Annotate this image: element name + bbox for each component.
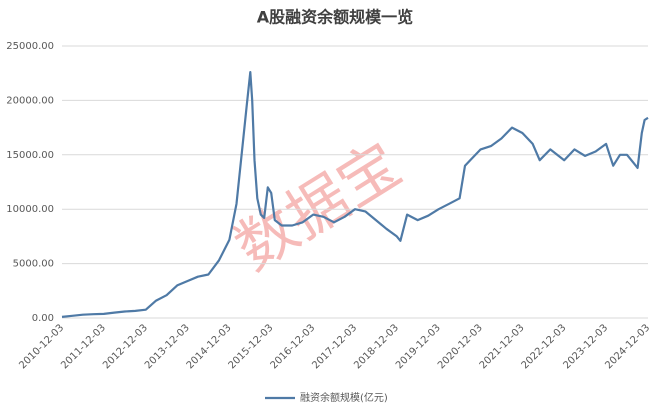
y-tick-label: 0.00 [32, 313, 54, 324]
x-tick-label: 2024-12-03 [603, 322, 652, 371]
legend-label: 融资余额规模(亿元) [300, 391, 388, 404]
y-tick-label: 5000.00 [13, 259, 54, 270]
chart-title: A股融资余额规模一览 [257, 8, 413, 27]
watermark: 数据宝 [223, 130, 413, 285]
y-tick-label: 20000.00 [6, 95, 54, 106]
y-tick-label: 25000.00 [6, 41, 54, 52]
line [61, 71, 649, 318]
y-tick-label: 15000.00 [6, 150, 54, 161]
y-tick-label: 10000.00 [6, 204, 54, 215]
